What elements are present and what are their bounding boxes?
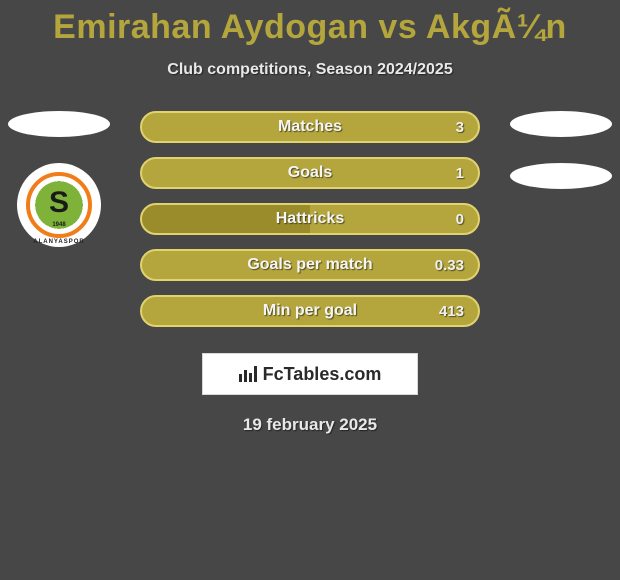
club-logo-arc-text: ALANYASPOR [33, 239, 84, 245]
stat-row-matches: Matches 3 [140, 111, 480, 143]
stat-label: Min per goal [263, 302, 357, 320]
right-badge-ellipse-2 [510, 163, 612, 189]
stat-label: Goals [288, 164, 332, 182]
stat-row-goals: Goals 1 [140, 157, 480, 189]
stat-value-right: 3 [456, 119, 464, 136]
stat-value-right: 0.33 [435, 257, 464, 274]
stat-label: Hattricks [276, 210, 344, 228]
branding-text: FcTables.com [263, 364, 382, 385]
stat-value-right: 413 [439, 303, 464, 320]
stat-label: Goals per match [247, 256, 372, 274]
date-text: 19 february 2025 [0, 415, 620, 435]
right-badges [510, 111, 612, 189]
left-badges: S 1948 ALANYASPOR [8, 111, 110, 247]
club-logo-letter: S [49, 186, 69, 220]
club-logo-year: 1948 [52, 222, 65, 228]
branding-box[interactable]: FcTables.com [202, 353, 418, 395]
page-title: Emirahan Aydogan vs AkgÃ¼n [0, 0, 620, 47]
stat-row-goals-per-match: Goals per match 0.33 [140, 249, 480, 281]
subtitle: Club competitions, Season 2024/2025 [0, 61, 620, 79]
stat-value-right: 0 [456, 211, 464, 228]
stat-label: Matches [278, 118, 342, 136]
stat-row-min-per-goal: Min per goal 413 [140, 295, 480, 327]
left-club-logo: S 1948 ALANYASPOR [17, 163, 101, 247]
right-badge-ellipse-1 [510, 111, 612, 137]
stat-value-right: 1 [456, 165, 464, 182]
stats-list: Matches 3 Goals 1 Hattricks 0 Goals per … [140, 111, 480, 327]
club-logo-inner: S 1948 [26, 172, 92, 238]
left-badge-ellipse [8, 111, 110, 137]
stat-row-hattricks: Hattricks 0 [140, 203, 480, 235]
content-area: S 1948 ALANYASPOR Matches 3 Goals 1 Hatt… [0, 111, 620, 435]
chart-icon [239, 366, 257, 382]
